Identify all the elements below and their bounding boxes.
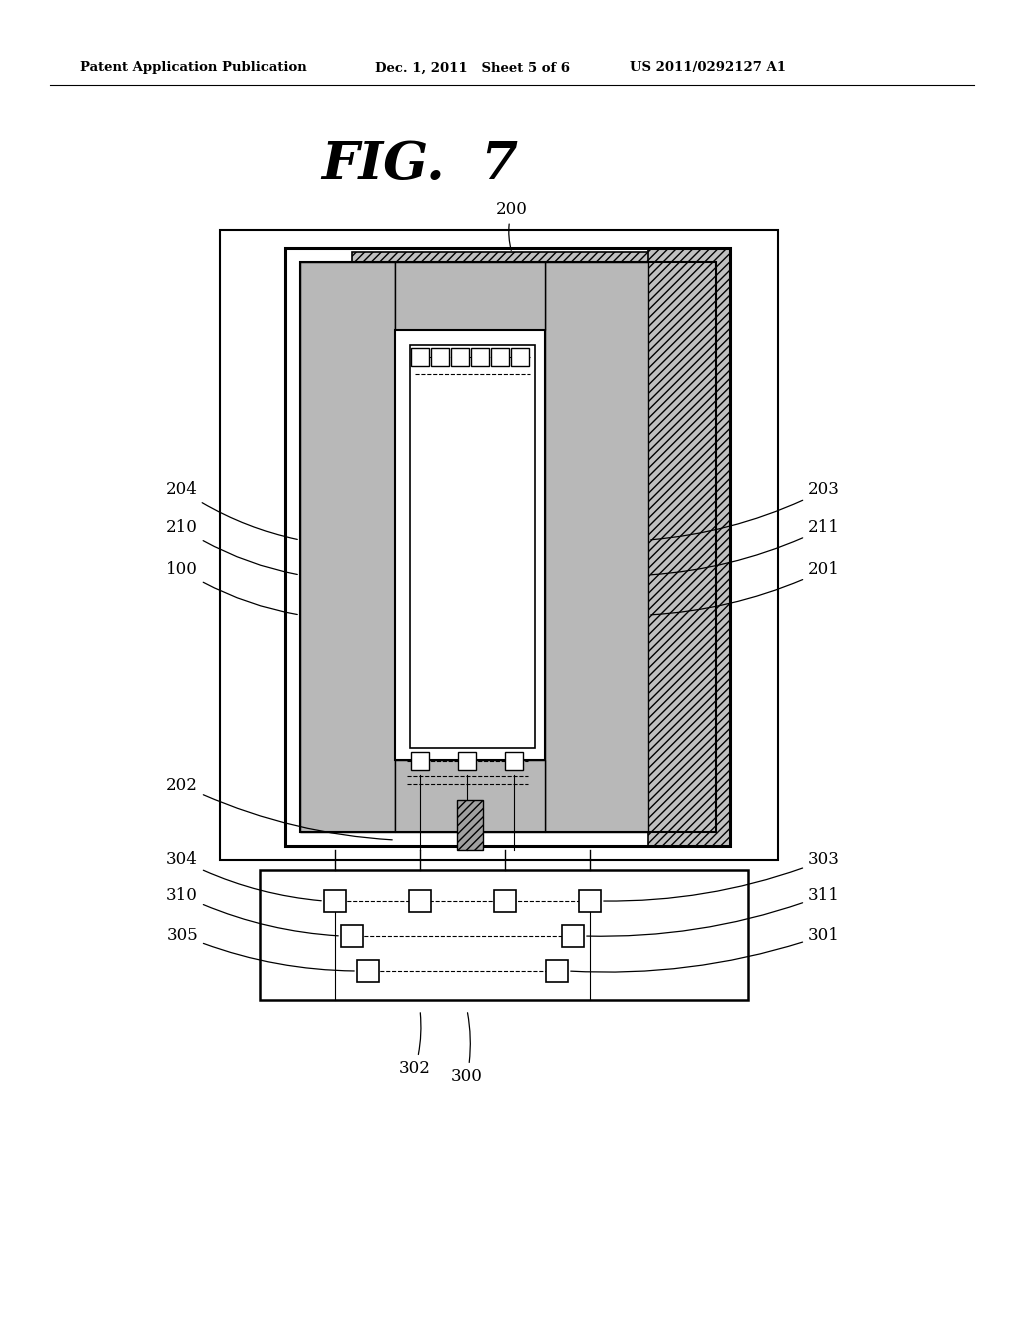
Bar xyxy=(648,248,730,846)
Bar xyxy=(357,960,379,982)
Bar xyxy=(352,252,730,308)
Text: Patent Application Publication: Patent Application Publication xyxy=(80,62,307,74)
Text: Dec. 1, 2011   Sheet 5 of 6: Dec. 1, 2011 Sheet 5 of 6 xyxy=(375,62,570,74)
Text: 305: 305 xyxy=(166,927,354,972)
Bar xyxy=(451,348,469,366)
Bar xyxy=(410,345,535,748)
Text: 300: 300 xyxy=(451,1012,483,1085)
Bar xyxy=(431,348,449,366)
Bar xyxy=(260,870,748,1001)
Bar xyxy=(300,261,395,832)
Bar xyxy=(457,800,483,850)
Bar xyxy=(411,348,429,366)
Bar xyxy=(220,230,778,861)
Text: 311: 311 xyxy=(587,887,840,936)
Bar xyxy=(545,261,648,832)
Bar xyxy=(395,760,545,832)
Bar xyxy=(511,348,529,366)
Text: 202: 202 xyxy=(166,776,392,840)
Text: 100: 100 xyxy=(166,561,297,615)
Bar xyxy=(458,752,476,770)
Text: 303: 303 xyxy=(604,851,840,902)
Bar xyxy=(285,248,730,846)
Bar xyxy=(411,752,429,770)
Bar xyxy=(494,890,516,912)
Bar xyxy=(505,752,523,770)
Text: 310: 310 xyxy=(166,887,338,936)
Text: US 2011/0292127 A1: US 2011/0292127 A1 xyxy=(630,62,786,74)
Bar xyxy=(341,925,362,946)
Text: FIG.  7: FIG. 7 xyxy=(322,140,518,190)
Bar xyxy=(409,890,431,912)
Bar xyxy=(490,348,509,366)
Text: 302: 302 xyxy=(399,1012,431,1077)
Text: 200: 200 xyxy=(496,202,528,251)
Text: 211: 211 xyxy=(651,520,840,574)
Bar xyxy=(579,890,601,912)
Text: 210: 210 xyxy=(166,520,297,574)
Text: 201: 201 xyxy=(651,561,840,615)
Bar xyxy=(300,261,716,832)
Bar xyxy=(562,925,584,946)
Bar xyxy=(395,330,545,760)
Text: 203: 203 xyxy=(651,482,840,540)
Bar xyxy=(546,960,568,982)
Text: 204: 204 xyxy=(166,482,297,540)
Bar xyxy=(395,261,545,330)
Text: 301: 301 xyxy=(570,927,840,972)
Text: 304: 304 xyxy=(166,851,322,900)
Bar xyxy=(324,890,346,912)
Bar xyxy=(471,348,489,366)
